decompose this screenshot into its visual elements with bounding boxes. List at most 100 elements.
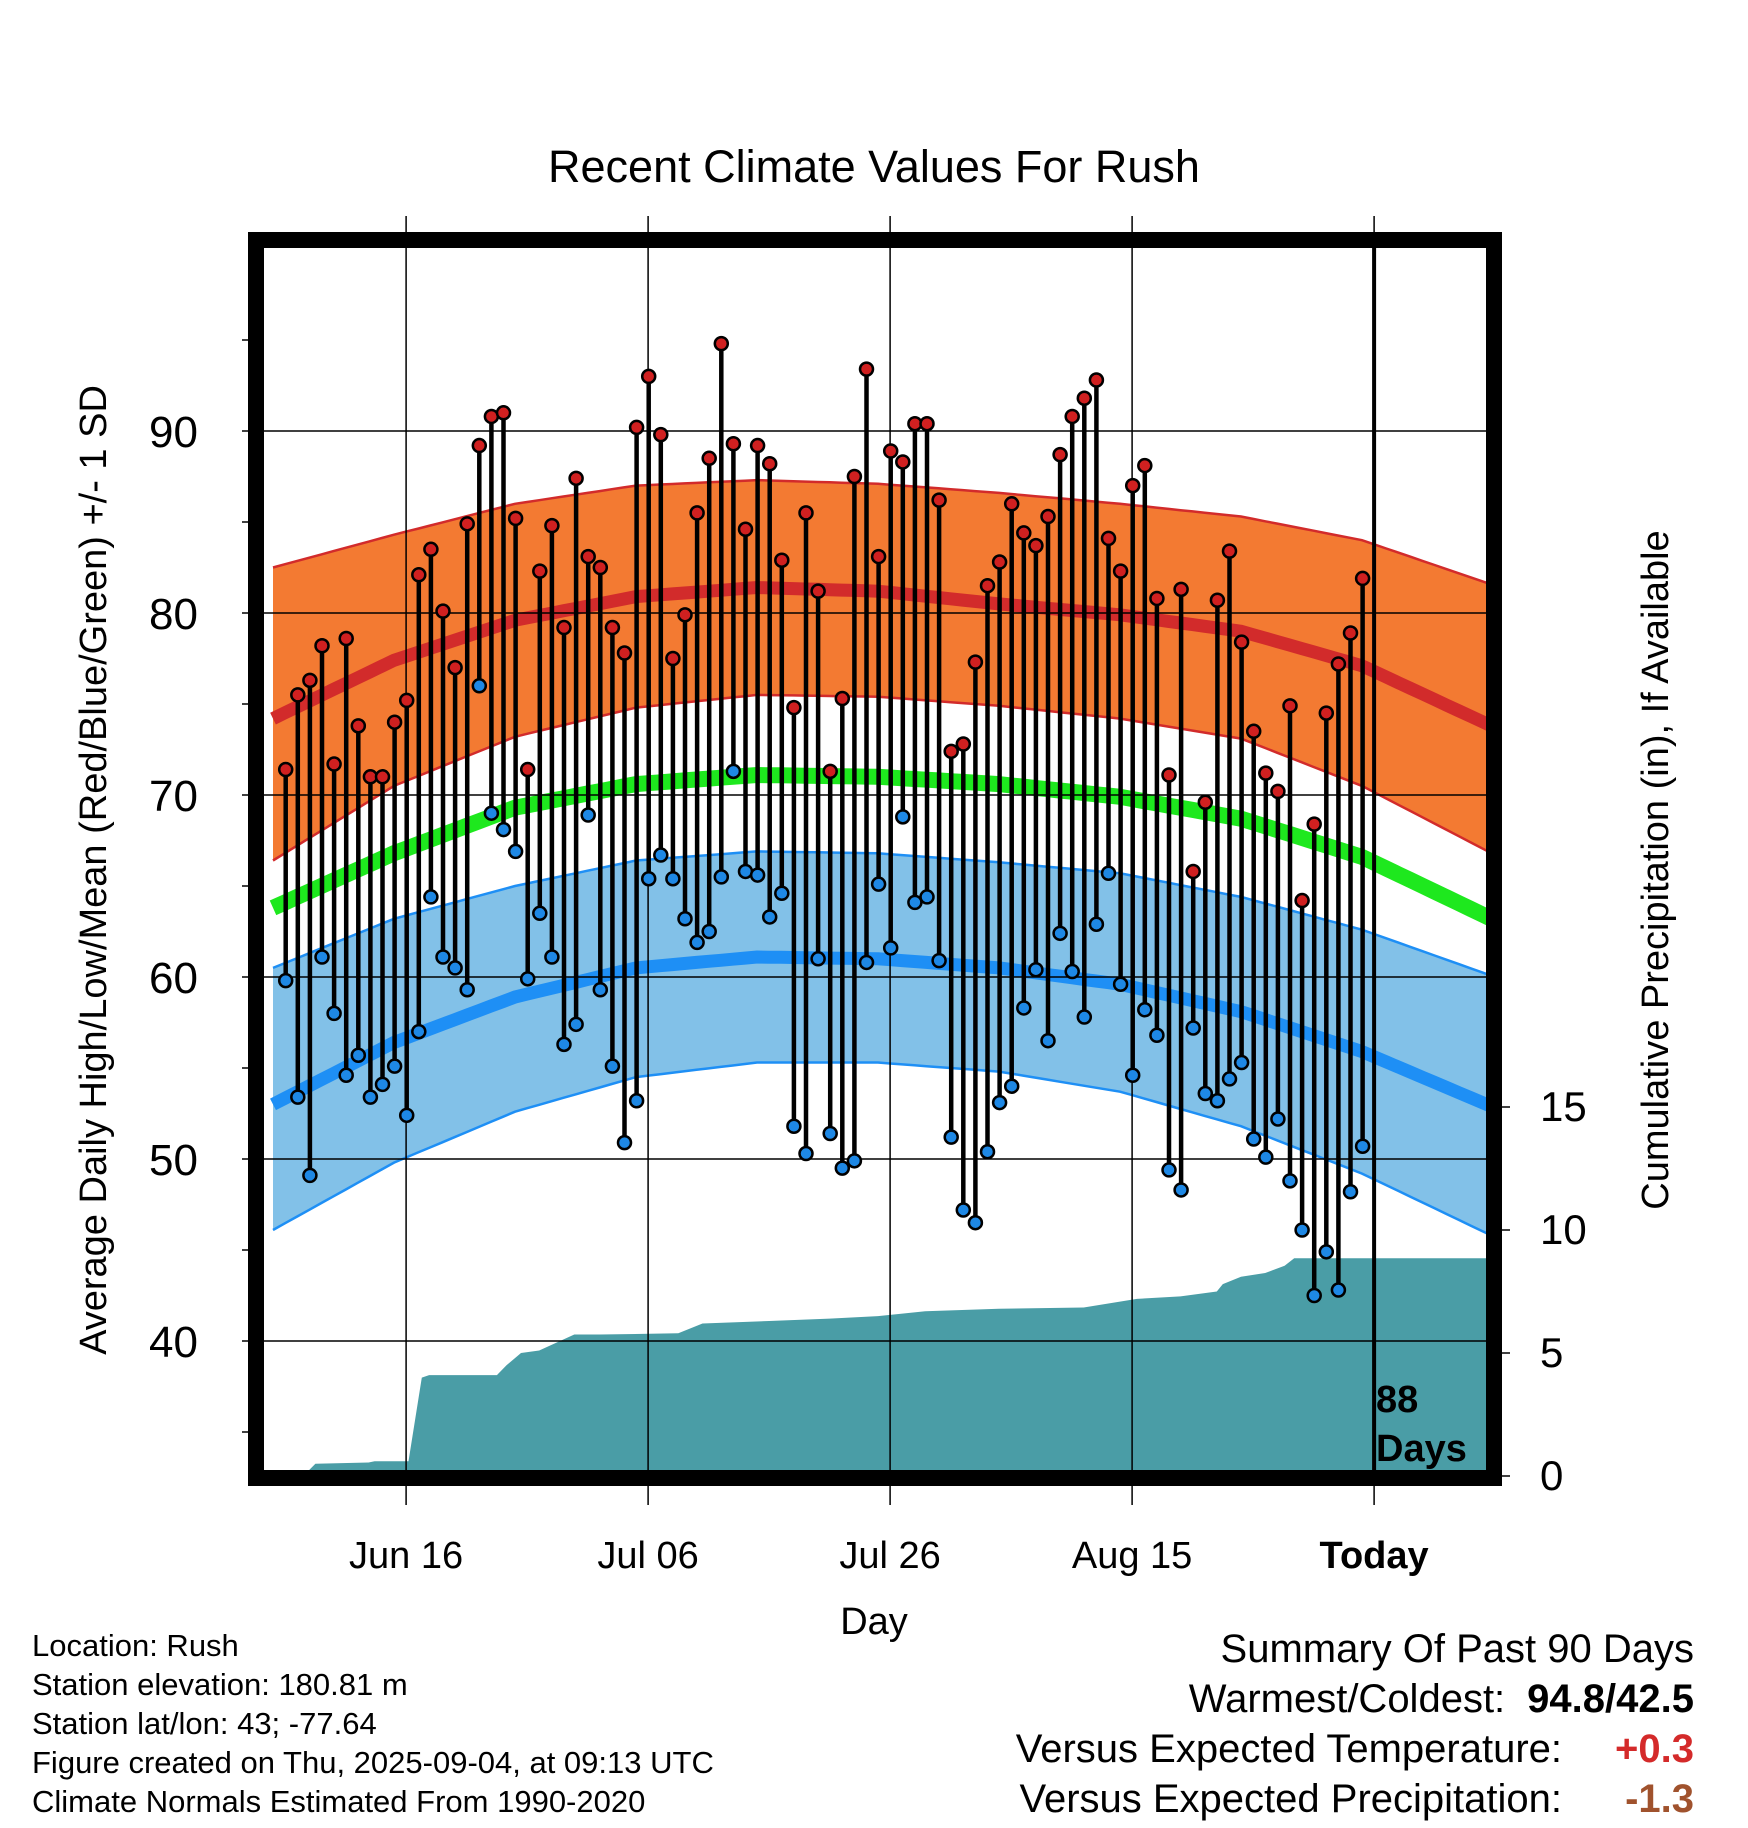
low-temp-point — [350, 1047, 367, 1064]
high-temp-point — [834, 690, 851, 707]
low-temp-point — [689, 934, 705, 951]
low-temp-point — [798, 1145, 814, 1162]
low-temp-point — [532, 905, 548, 922]
high-temp-point — [459, 516, 475, 532]
precip-anomaly-row: Versus Expected Precipitation: -1.3 — [1016, 1774, 1694, 1824]
low-temp-point — [471, 678, 488, 694]
low-temp-point — [1124, 1067, 1141, 1084]
high-temp-point — [870, 548, 887, 565]
low-temp-point — [1270, 1111, 1286, 1127]
low-temp-point — [568, 1016, 584, 1033]
elevation-text: Station elevation: 180.81 m — [32, 1667, 408, 1702]
low-temp-point — [955, 1202, 972, 1218]
high-temp-point — [991, 554, 1008, 570]
low-temp-point — [870, 876, 887, 892]
low-temp-point — [616, 1134, 633, 1151]
high-temp-point — [435, 603, 451, 619]
y-right-tick-label: 10 — [1540, 1206, 1587, 1253]
low-temp-point — [1100, 865, 1117, 882]
axes: 40 50 60 70 80 90 0 5 10 15 Jun 16 Jul 06 Jul 26 Aug … — [149, 216, 1587, 1577]
high-temp-point — [580, 548, 596, 565]
low-temp-point — [640, 870, 657, 887]
low-temp-point — [725, 763, 742, 780]
low-temp-point — [1003, 1078, 1020, 1094]
high-temp-point — [640, 368, 657, 385]
low-temp-point — [1185, 1020, 1201, 1036]
low-temp-point — [677, 911, 693, 927]
high-temp-point — [398, 692, 415, 709]
low-temp-point — [398, 1107, 415, 1124]
high-temp-point — [556, 619, 572, 636]
high-temp-point — [1185, 863, 1201, 880]
y-axis-left-label: Average Daily High/Low/Mean (Red/Blue/Gr… — [73, 385, 115, 1355]
y-right-tick-label: 5 — [1540, 1329, 1563, 1376]
high-temp-point — [749, 437, 766, 454]
high-temp-point — [774, 552, 790, 568]
high-temp-point — [955, 736, 972, 752]
low-temp-point — [786, 1118, 802, 1134]
high-temp-point — [701, 450, 717, 467]
low-temp-point — [447, 960, 463, 976]
high-temp-point — [737, 521, 754, 538]
high-temp-point — [846, 468, 863, 485]
x-tick-label: Jul 06 — [597, 1535, 698, 1577]
y-right-tick-label: 15 — [1540, 1083, 1587, 1130]
high-temp-point — [507, 510, 524, 527]
y-left-tick-label: 50 — [149, 1136, 198, 1185]
high-temp-point — [1209, 592, 1226, 609]
low-temp-point — [1137, 1002, 1153, 1018]
low-temp-point — [302, 1167, 318, 1184]
precip-anomaly-value: -1.3 — [1625, 1777, 1694, 1821]
high-temp-point — [1245, 723, 1262, 740]
low-temp-point — [580, 807, 596, 823]
high-temp-point — [290, 687, 306, 703]
low-temp-point — [822, 1125, 838, 1142]
high-temp-point — [665, 650, 681, 667]
low-temp-point — [774, 885, 790, 902]
high-temp-point — [277, 761, 294, 778]
y-left-tick-label: 60 — [149, 954, 198, 1003]
low-temp-point — [495, 821, 512, 838]
x-axis-label: Day — [840, 1601, 908, 1643]
low-temp-point — [943, 1129, 959, 1145]
low-temp-point — [701, 923, 717, 940]
high-temp-point — [919, 415, 935, 432]
high-temp-point — [931, 492, 947, 508]
high-temp-point — [1149, 590, 1165, 607]
x-tick-label: Today — [1320, 1535, 1429, 1577]
high-temp-point — [677, 607, 693, 623]
low-temp-point — [411, 1023, 427, 1040]
low-temp-point — [459, 981, 475, 998]
y-right-tick-label: 0 — [1540, 1452, 1563, 1499]
low-temp-point — [749, 867, 766, 883]
low-temp-point — [362, 1089, 379, 1105]
low-temp-point — [277, 972, 294, 989]
low-temp-point — [326, 1005, 342, 1022]
low-temp-point — [1294, 1222, 1310, 1238]
high-temp-point — [761, 456, 778, 472]
high-temp-point — [1294, 892, 1310, 909]
y-axis-right-label: Cumulative Precipitation (in), If Availa… — [1635, 530, 1677, 1209]
low-temp-point — [1306, 1287, 1322, 1304]
low-temp-point — [882, 940, 899, 956]
high-temp-point — [1330, 656, 1347, 672]
high-temp-point — [943, 743, 959, 760]
low-temp-point — [1197, 1085, 1214, 1102]
high-temp-point — [882, 443, 899, 459]
low-temp-point — [1052, 925, 1068, 942]
y-left-tick-label: 90 — [149, 408, 198, 457]
high-sd-band — [273, 480, 1496, 861]
low-temp-point — [374, 1076, 391, 1093]
low-temp-point — [423, 889, 439, 905]
x-tick-label: Jul 26 — [839, 1535, 940, 1577]
y-left-tick-label: 40 — [149, 1318, 198, 1367]
low-temp-point — [858, 954, 875, 971]
precipitation-area — [273, 1258, 1496, 1476]
precip-anomaly-label: Versus Expected Precipitation: — [1019, 1777, 1562, 1821]
low-temp-point — [665, 870, 681, 887]
high-temp-point — [568, 470, 584, 487]
low-temp-point — [1149, 1027, 1165, 1043]
low-temp-point — [592, 981, 609, 998]
high-temp-point — [326, 756, 342, 772]
low-temp-point — [1088, 916, 1105, 932]
